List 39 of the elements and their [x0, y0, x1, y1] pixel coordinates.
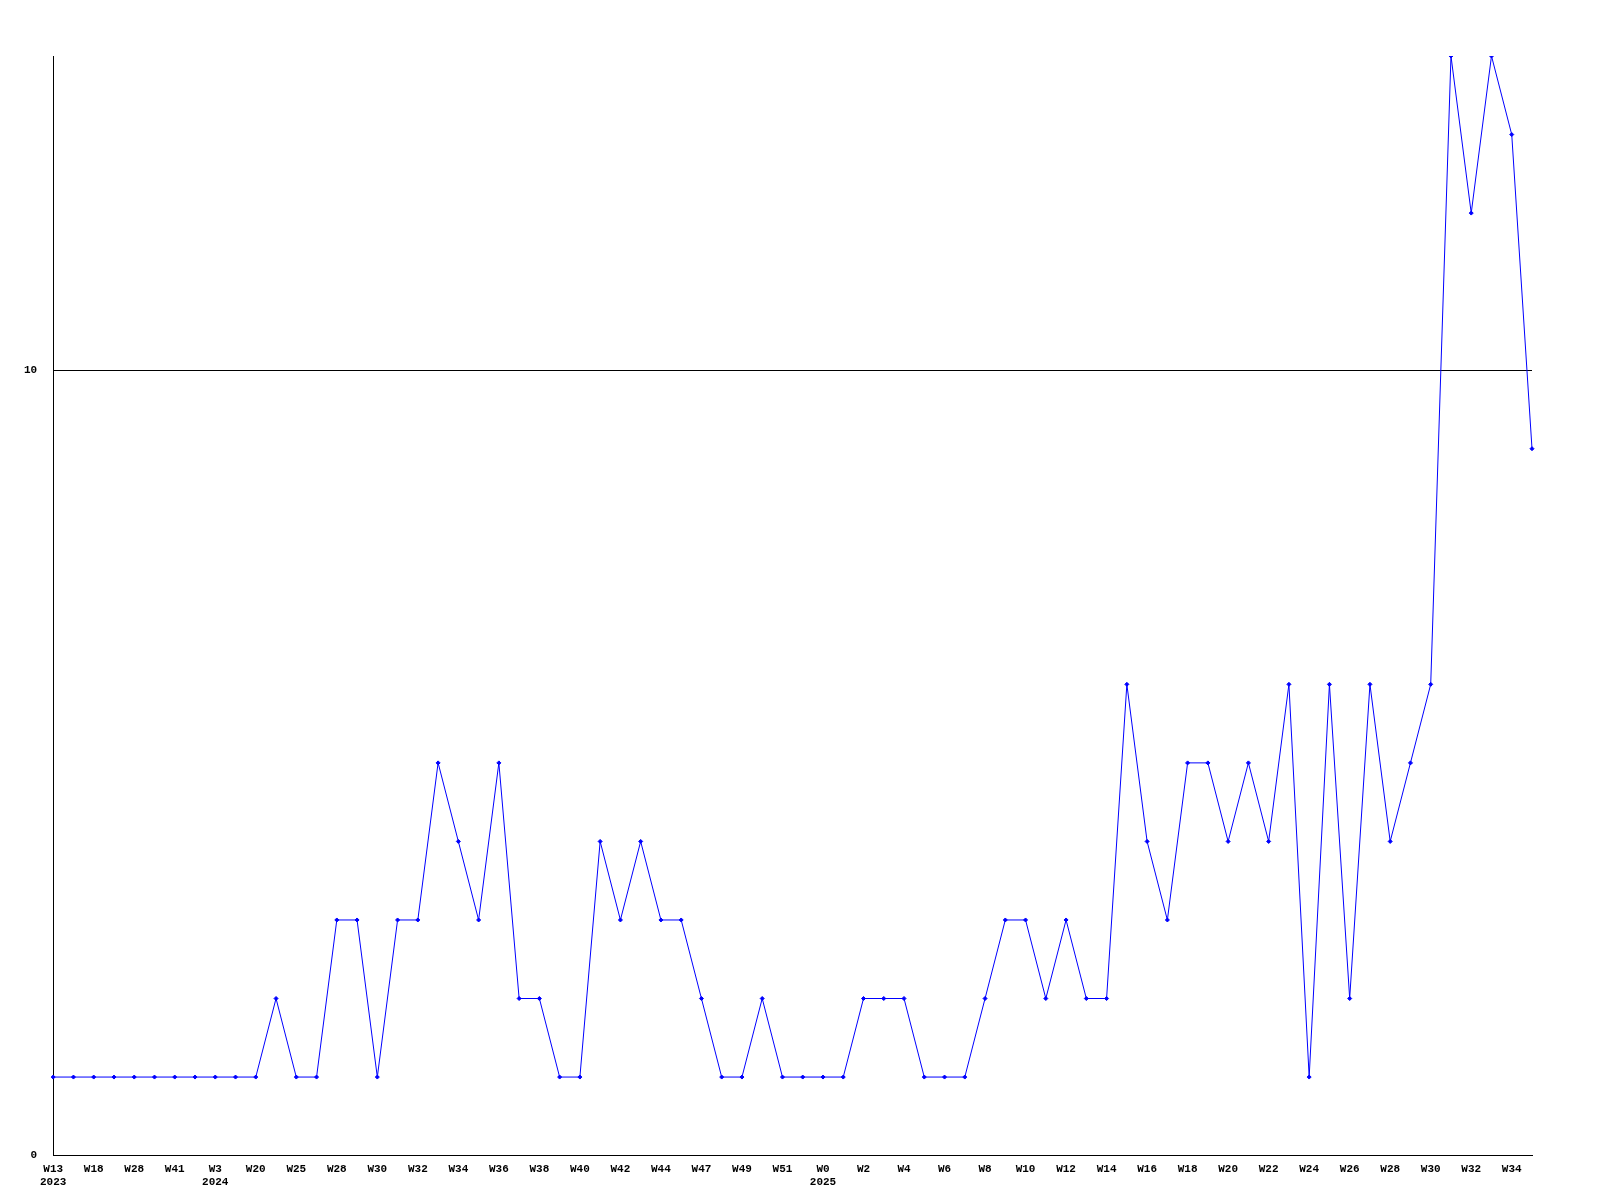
x-tick-label: W28: [326, 1162, 348, 1175]
x-tick-label: W36: [488, 1162, 509, 1175]
x-tick-label: W44: [651, 1162, 672, 1175]
x-tick-label: W20: [1218, 1162, 1239, 1175]
x-tick-label: W38: [529, 1162, 550, 1175]
x-tick-label: W2: [856, 1162, 871, 1175]
x-tick-label: W0 2025: [809, 1162, 837, 1189]
x-tick-label: W51: [772, 1162, 793, 1175]
x-tick-label: W10: [1015, 1162, 1036, 1175]
x-tick-label: W13 2023: [40, 1162, 67, 1189]
x-tick-label: W8: [978, 1162, 993, 1175]
x-tick-label: W22: [1258, 1162, 1279, 1175]
x-tick-label: W42: [610, 1162, 631, 1175]
x-tick-label: W32: [407, 1162, 428, 1175]
y-tick-label: 0: [30, 1149, 38, 1162]
x-tick-label: W4: [897, 1162, 912, 1175]
x-tick-label: W25: [286, 1162, 307, 1175]
x-tick-label: W18: [1177, 1162, 1198, 1175]
x-tick-label: W28: [1380, 1162, 1401, 1175]
x-tick-label: W49: [732, 1162, 752, 1175]
x-tick-label: W34: [1501, 1162, 1523, 1175]
x-tick-label: W32: [1461, 1162, 1482, 1175]
y-tick-label: 10: [24, 363, 38, 376]
x-tick-label: W16: [1137, 1162, 1158, 1175]
x-tick-label: W12: [1056, 1162, 1076, 1175]
x-tick-label: W20: [245, 1162, 266, 1175]
x-tick-label: W18: [83, 1162, 105, 1175]
x-tick-label: W34: [448, 1162, 469, 1175]
x-tick-label: W24: [1299, 1162, 1320, 1175]
x-tick-label: W6: [937, 1162, 952, 1175]
x-tick-label: W41: [164, 1162, 186, 1175]
x-tick-label: W30: [1420, 1162, 1441, 1175]
x-tick-label: W28: [124, 1162, 145, 1175]
x-tick-label: W3 2024: [202, 1162, 229, 1189]
x-tick-label: W30: [367, 1162, 388, 1175]
x-tick-label: W40: [569, 1162, 590, 1175]
x-tick-label: W26: [1339, 1162, 1360, 1175]
x-tick-label: W14: [1096, 1162, 1117, 1175]
x-tick-label: W47: [691, 1162, 712, 1175]
